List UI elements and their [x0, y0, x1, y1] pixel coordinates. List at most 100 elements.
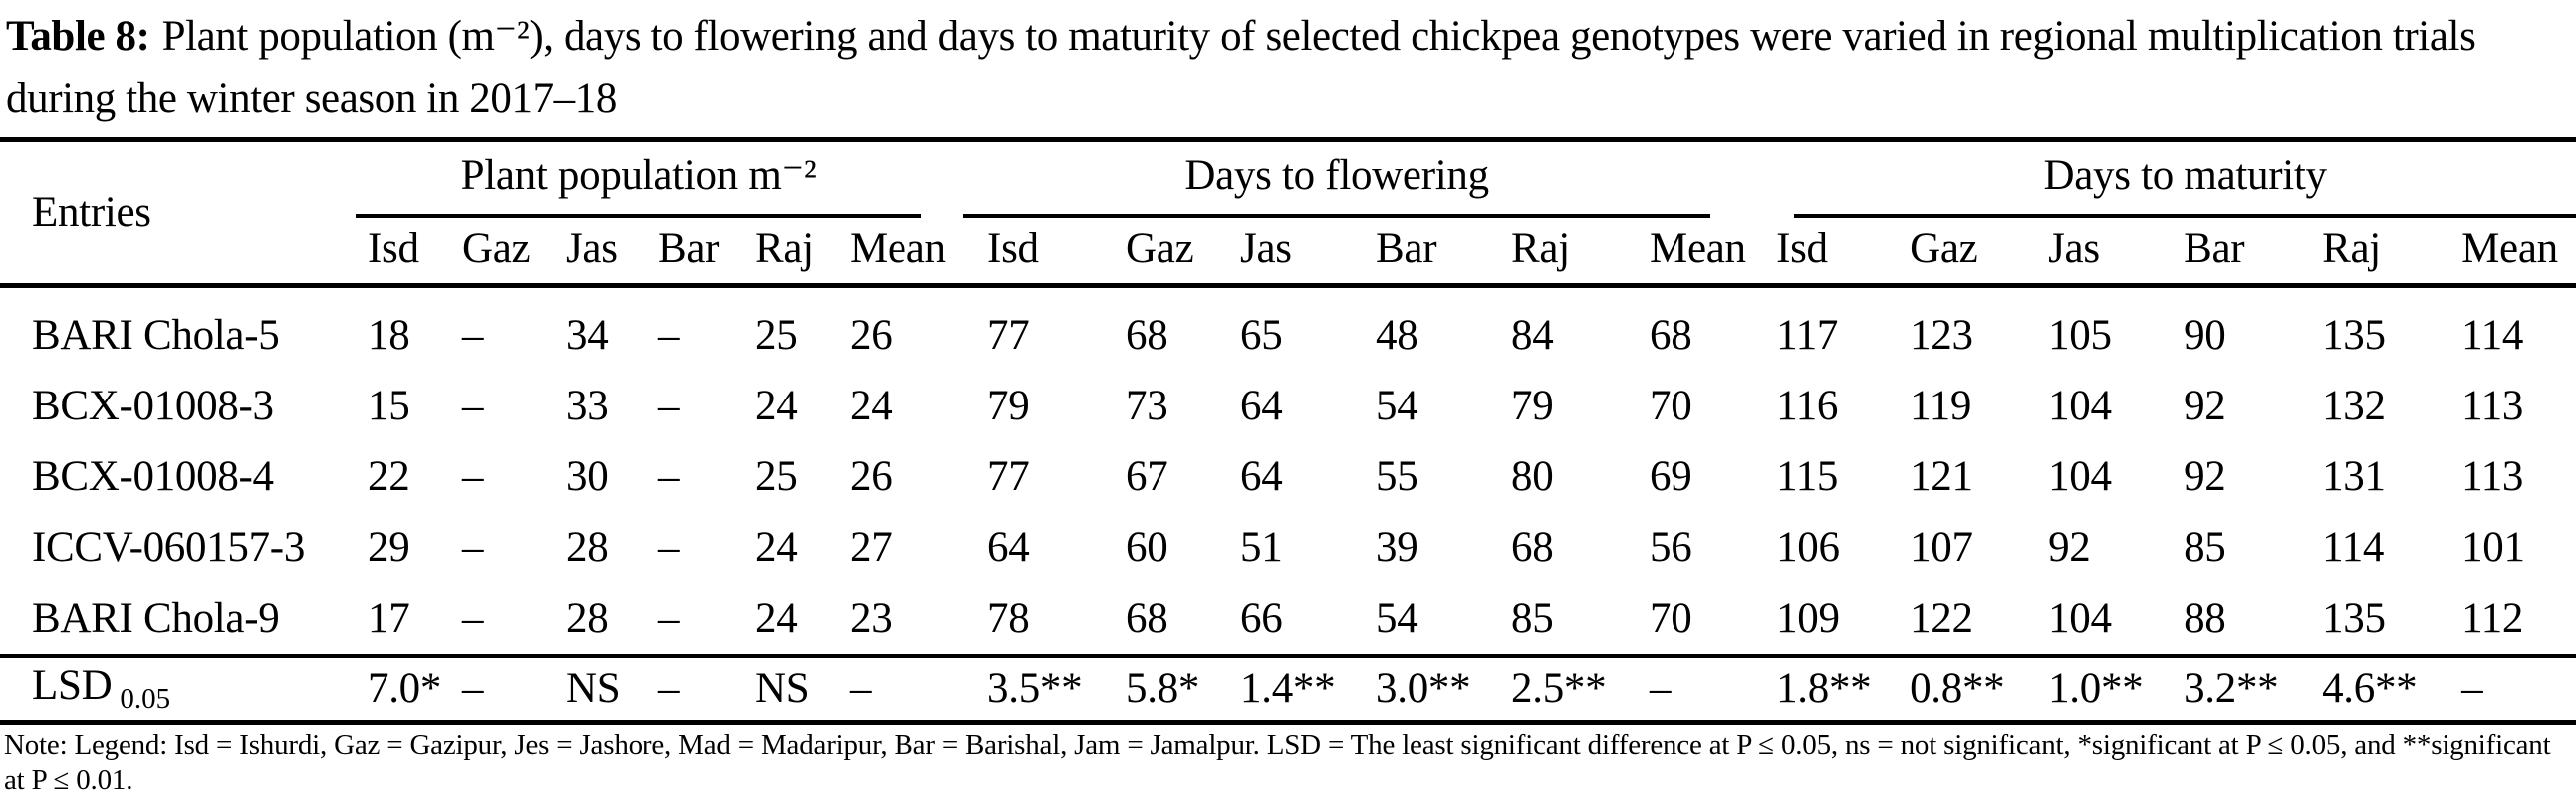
- lsd-value-cell: 1.8**: [1752, 654, 1887, 723]
- col-header-df-isd: Isd: [963, 218, 1103, 288]
- group-label-days-to-maturity: Days to maturity: [1794, 143, 2576, 218]
- value-cell: –: [462, 524, 484, 571]
- value-cell: 18: [368, 312, 410, 359]
- lsd-value-cell: 7.0*: [344, 654, 441, 723]
- lsd-value-cell: 3.2**: [2160, 654, 2299, 723]
- value-cell: 30: [566, 453, 609, 500]
- value-cell: 73: [1126, 383, 1168, 429]
- group-header-days-to-flowering: Days to flowering: [963, 140, 1752, 218]
- value-cell: 85: [2184, 524, 2226, 571]
- value-cell: 116: [1776, 383, 1839, 429]
- col-header-dm-mean: Mean: [2438, 218, 2576, 288]
- table-caption: Table 8: Plant population (m⁻²), days to …: [0, 0, 2576, 130]
- value-cell: –: [462, 383, 484, 429]
- lsd-value-cell: 1.4**: [1216, 654, 1353, 723]
- value-cell: –: [658, 453, 680, 500]
- value-cell: 113: [2461, 453, 2524, 500]
- lsd-value-cell: 5.8*: [1102, 654, 1217, 723]
- value-cell: 65: [1240, 312, 1283, 359]
- value-cell: 67: [1126, 453, 1168, 500]
- group-header-row: Entries Plant population m⁻² Days to flo…: [0, 139, 2576, 288]
- col-header-pp-jas: Jas: [542, 218, 635, 288]
- value-cell: 26: [850, 453, 893, 500]
- value-cell: 132: [2322, 383, 2386, 429]
- col-header-dm-isd: Isd: [1752, 218, 1887, 288]
- value-cell: –: [658, 595, 680, 642]
- col-header-dm-jas: Jas: [2024, 218, 2161, 288]
- value-cell: 80: [1511, 453, 1554, 500]
- lsd-value-cell: 3.5**: [963, 654, 1103, 723]
- value-cell: 29: [368, 524, 410, 571]
- value-cell: –: [658, 312, 680, 359]
- value-cell: 24: [850, 383, 893, 429]
- value-cell: 123: [1910, 312, 1973, 359]
- caption-label: Table 8:: [6, 13, 150, 60]
- value-cell: 64: [1240, 453, 1283, 500]
- lsd-value-cell: –: [635, 654, 731, 723]
- value-cell: 135: [2322, 595, 2386, 642]
- col-header-dm-gaz: Gaz: [1886, 218, 2025, 288]
- value-cell: 70: [1650, 383, 1692, 429]
- value-cell: 34: [566, 312, 609, 359]
- table-row: BARI Chola-5 18 – 34 – 25 26 77 68 65 48 84 68 117 123…: [0, 286, 2576, 372]
- value-cell: 27: [850, 524, 893, 571]
- entries-column-header: Entries: [0, 139, 344, 288]
- col-header-pp-gaz: Gaz: [438, 218, 542, 288]
- table-row: BCX-01008-3 15 – 33 – 24 24 79 73 64 54 79 70 116 119 1…: [0, 371, 2576, 441]
- value-cell: 106: [1776, 524, 1840, 571]
- value-cell: 78: [987, 595, 1030, 642]
- entry-name: BCX-01008-3: [32, 383, 274, 429]
- value-cell: 68: [1650, 312, 1692, 359]
- lsd-value-cell: 0.8**: [1886, 654, 2025, 723]
- lsd-value-cell: 2.5**: [1487, 654, 1627, 723]
- col-header-pp-mean: Mean: [826, 218, 964, 288]
- value-cell: 135: [2322, 312, 2386, 359]
- group-header-plant-population: Plant population m⁻²: [344, 140, 963, 218]
- lsd-value-cell: 4.6**: [2298, 654, 2439, 723]
- value-cell: 56: [1650, 524, 1692, 571]
- value-cell: 117: [1776, 312, 1839, 359]
- table-header: Entries Plant population m⁻² Days to flo…: [0, 139, 2576, 288]
- value-cell: 39: [1376, 524, 1418, 571]
- value-cell: 121: [1910, 453, 1973, 500]
- lsd-value-cell: –: [1626, 654, 1753, 723]
- value-cell: 88: [2184, 595, 2226, 642]
- value-cell: –: [462, 595, 484, 642]
- value-cell: 114: [2461, 312, 2524, 359]
- value-cell: 28: [566, 524, 609, 571]
- value-cell: 92: [2184, 383, 2226, 429]
- table-row: BARI Chola-9 17 – 28 – 24 23 78 68 66 54 85 70 109 122…: [0, 583, 2576, 656]
- lsd-value-cell: –: [2438, 654, 2576, 723]
- value-cell: 115: [1776, 453, 1839, 500]
- lsd-label-cell: LSD 0.05: [0, 654, 344, 723]
- value-cell: 104: [2048, 453, 2112, 500]
- value-cell: 24: [755, 595, 798, 642]
- group-header-days-to-maturity: Days to maturity: [1752, 140, 2576, 218]
- value-cell: 24: [755, 383, 798, 429]
- col-header-dm-raj: Raj: [2298, 218, 2439, 288]
- col-header-pp-raj: Raj: [731, 218, 826, 288]
- value-cell: –: [462, 453, 484, 500]
- col-header-pp-isd: Isd: [344, 218, 438, 288]
- value-cell: 54: [1376, 595, 1418, 642]
- value-cell: 68: [1511, 524, 1554, 571]
- entry-name: BARI Chola-9: [32, 595, 280, 642]
- value-cell: 104: [2048, 383, 2112, 429]
- table-footer: LSD 0.05 7.0* – NS – NS –3.5** 5.8* 1.4** 3.0** 2.…: [0, 654, 2576, 723]
- lsd-value-cell: NS: [542, 654, 635, 723]
- caption-text: Plant population (m⁻²), days to flowerin…: [6, 13, 2476, 122]
- value-cell: 114: [2322, 524, 2385, 571]
- table-row: BCX-01008-4 22 – 30 – 25 26 77 67 64 55 80 69 115 121 1…: [0, 441, 2576, 512]
- value-cell: 26: [850, 312, 893, 359]
- value-cell: 79: [1511, 383, 1554, 429]
- value-cell: 22: [368, 453, 410, 500]
- value-cell: 64: [987, 524, 1030, 571]
- value-cell: 104: [2048, 595, 2112, 642]
- group-label-plant-population: Plant population m⁻²: [356, 142, 922, 218]
- results-table: Entries Plant population m⁻² Days to flo…: [0, 137, 2576, 725]
- value-cell: 119: [1910, 383, 1972, 429]
- value-cell: 112: [2461, 595, 2524, 642]
- value-cell: 66: [1240, 595, 1283, 642]
- table-note: Note: Legend: Isd = Ishurdi, Gaz = Gazip…: [4, 729, 2551, 796]
- entry-name: BCX-01008-4: [32, 453, 274, 500]
